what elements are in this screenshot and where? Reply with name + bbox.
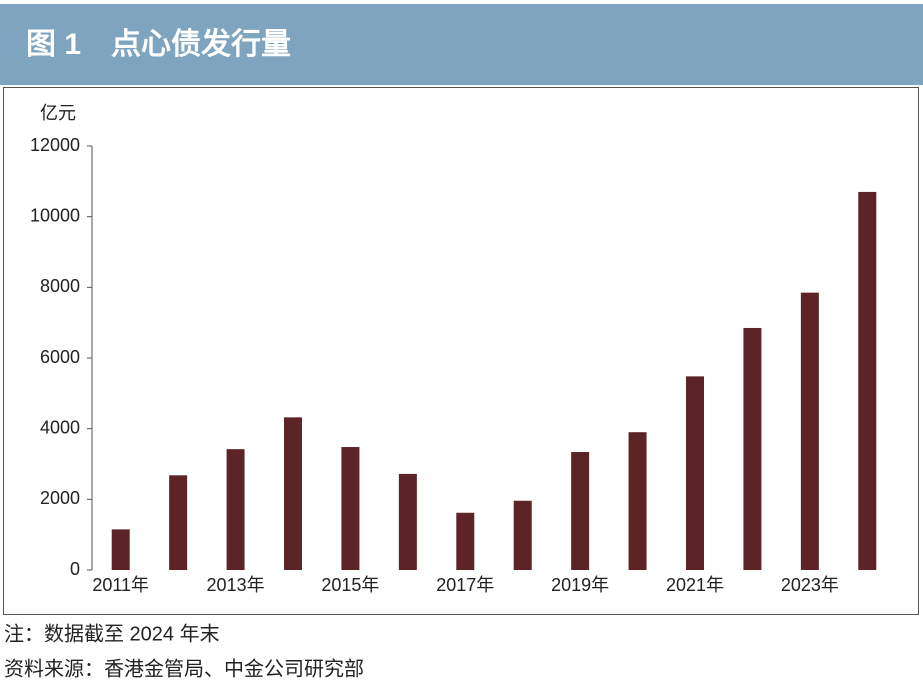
bar [169,475,188,570]
x-tick-label: 2011年 [92,575,149,595]
source: 资料来源：香港金管局、中金公司研究部 [4,657,364,680]
x-tick-label: 2017年 [436,575,494,595]
bar [858,191,877,570]
bar [111,529,130,570]
bar [398,473,417,570]
y-axis-label: 亿元 [40,103,76,123]
note: 注：数据截至 2024 年末 [4,622,220,645]
bar [571,451,590,570]
y-tick-label: 8000 [40,276,80,296]
bar [456,512,475,570]
chart-frame [3,87,919,615]
y-tick-label: 2000 [40,488,80,508]
title-bar [0,4,923,85]
x-tick-label: 2013年 [207,575,265,595]
y-tick-label: 10000 [30,205,80,225]
bar [628,432,647,570]
bar [686,376,704,570]
bar [341,447,360,570]
y-tick-label: 4000 [40,417,80,437]
chart-title: 图 1 点心债发行量 [26,28,291,61]
x-tick-label: 2021年 [666,575,724,595]
bar [226,449,245,570]
x-tick-label: 2019年 [551,575,609,595]
x-tick-label: 2023年 [781,575,839,595]
bar [743,327,762,570]
y-tick-label: 12000 [30,135,80,155]
bar [800,292,819,570]
bar [513,500,532,570]
x-tick-label: 2015年 [321,575,379,595]
y-tick-label: 6000 [40,347,80,367]
bar [284,417,302,570]
y-tick-label: 0 [70,559,80,579]
